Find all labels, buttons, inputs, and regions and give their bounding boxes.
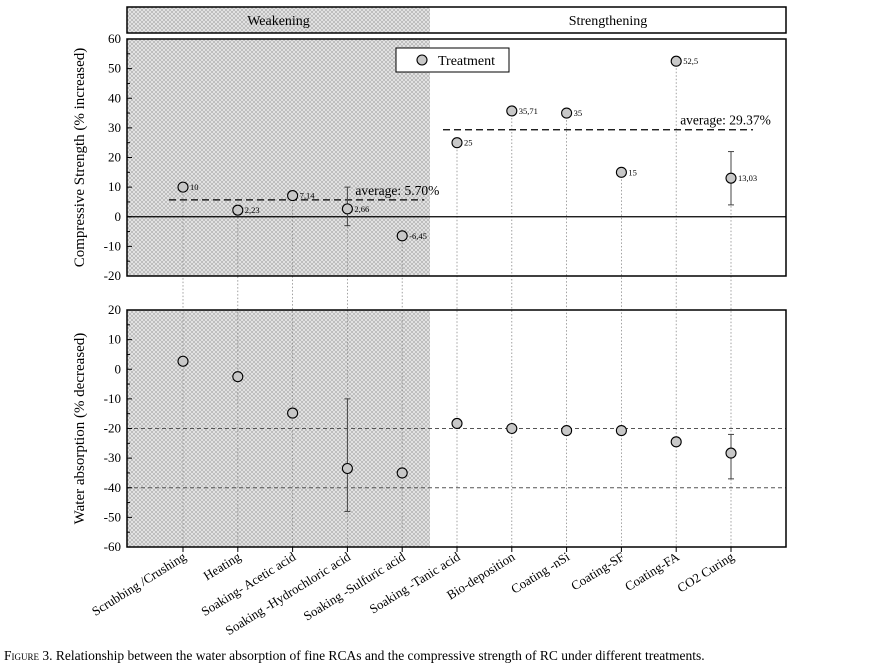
top-point-0: [177, 181, 189, 193]
top-point-10: [725, 172, 737, 184]
bottom-y-tick-label: -20: [104, 421, 121, 436]
bottom-point-7: [561, 425, 573, 437]
top-value-label-4: -6,45: [409, 231, 427, 241]
top-point-9: [670, 55, 682, 67]
shaded-regions: [127, 7, 430, 547]
bottom-y-tick-label: -30: [104, 450, 121, 465]
top-value-label-6: 35,71: [519, 106, 538, 116]
header-frame: [126, 6, 787, 34]
region-label-weakening: Weakening: [247, 14, 310, 29]
top-weakening-shade: [127, 39, 430, 276]
x-tick-label-8: Coating-SF: [568, 549, 627, 593]
x-tick-label-7: Coating -nSi: [508, 549, 572, 597]
caption-label: Figure 3.: [4, 648, 53, 663]
x-tick-label-1: Heating: [201, 549, 244, 584]
top-y-tick-label: 60: [108, 31, 121, 46]
top-y-tick-label: 30: [108, 120, 121, 135]
x-tick-label-0: Scrubbing /Crushing: [89, 549, 189, 619]
legend-label: Treatment: [438, 54, 495, 69]
bottom-y-tick-label: -50: [104, 509, 121, 524]
top-y-tick-label: 40: [108, 90, 121, 105]
top-point-8: [615, 166, 627, 178]
x-tick-label-5: Soaking -Tanic acid: [367, 549, 463, 617]
average-label-1: average: 29.37%: [680, 113, 771, 128]
region-label-strengthening: Strengthening: [569, 14, 648, 29]
bottom-point-9: [670, 436, 682, 448]
bottom-point-5: [451, 417, 463, 430]
bottom-point-8: [615, 425, 627, 437]
bottom-point-0: [177, 355, 189, 367]
top-point-6: [506, 105, 518, 117]
x-tick-label-9: Coating-FA: [622, 549, 682, 594]
top-point-1: [232, 204, 244, 216]
bottom-point-3: [341, 462, 353, 475]
data-marks: [177, 55, 737, 512]
figure-caption: Figure 3. Relationship between the water…: [4, 648, 874, 664]
top-value-label-8: 15: [628, 167, 637, 177]
top-point-3: [341, 203, 353, 215]
bottom-point-2: [287, 407, 299, 419]
top-y-axis-title: Compressive Strength (% increased): [72, 48, 88, 268]
bottom-y-tick-label: -60: [104, 539, 121, 554]
top-point-4: [396, 230, 408, 242]
bottom-y-tick-label: 0: [115, 361, 122, 376]
x-tick-label-10: CO2 Curing: [674, 549, 737, 596]
top-y-tick-label: 10: [108, 179, 121, 194]
bottom-y-tick-label: -40: [104, 480, 121, 495]
top-y-tick-label: 50: [108, 61, 121, 76]
bottom-point-4: [396, 467, 408, 479]
bottom-y-tick-label: -10: [104, 391, 121, 406]
bottom-point-1: [232, 371, 244, 383]
top-point-5: [451, 137, 463, 149]
top-value-label-3: 2,66: [354, 204, 369, 214]
bottom-point-10: [725, 447, 737, 459]
caption-text: Relationship between the water absorptio…: [55, 648, 705, 663]
bottom-y-tick-label: 10: [108, 332, 121, 347]
x-tick-label-4: Soaking -Sulfuric acid: [301, 549, 409, 624]
top-value-label-10: 13,03: [738, 173, 757, 183]
top-point-2: [287, 190, 299, 202]
bottom-y-axis-title: Water absorption (% decreased): [72, 333, 88, 525]
top-y-tick-label: -20: [104, 268, 121, 283]
top-value-label-2: 7,14: [300, 191, 316, 201]
bottom-y-tick-label: 20: [108, 302, 121, 317]
legend-marker: [416, 54, 428, 66]
top-y-tick-label: 20: [108, 150, 121, 165]
average-label-0: average: 5.70%: [355, 183, 439, 198]
legend-box: [395, 47, 510, 73]
top-y-tick-label: -10: [104, 238, 121, 253]
header-weakening-shade: [127, 7, 430, 33]
top-value-label-7: 35: [574, 108, 583, 118]
axes: [127, 38, 732, 552]
top-value-label-1: 2,23: [245, 205, 260, 215]
top-point-7: [561, 107, 573, 119]
top-y-tick-label: 0: [115, 209, 122, 224]
top-value-label-0: 10: [190, 182, 199, 192]
bottom-point-6: [506, 422, 518, 435]
top-value-label-5: 25: [464, 138, 473, 148]
top-value-label-9: 52,5: [683, 56, 698, 66]
